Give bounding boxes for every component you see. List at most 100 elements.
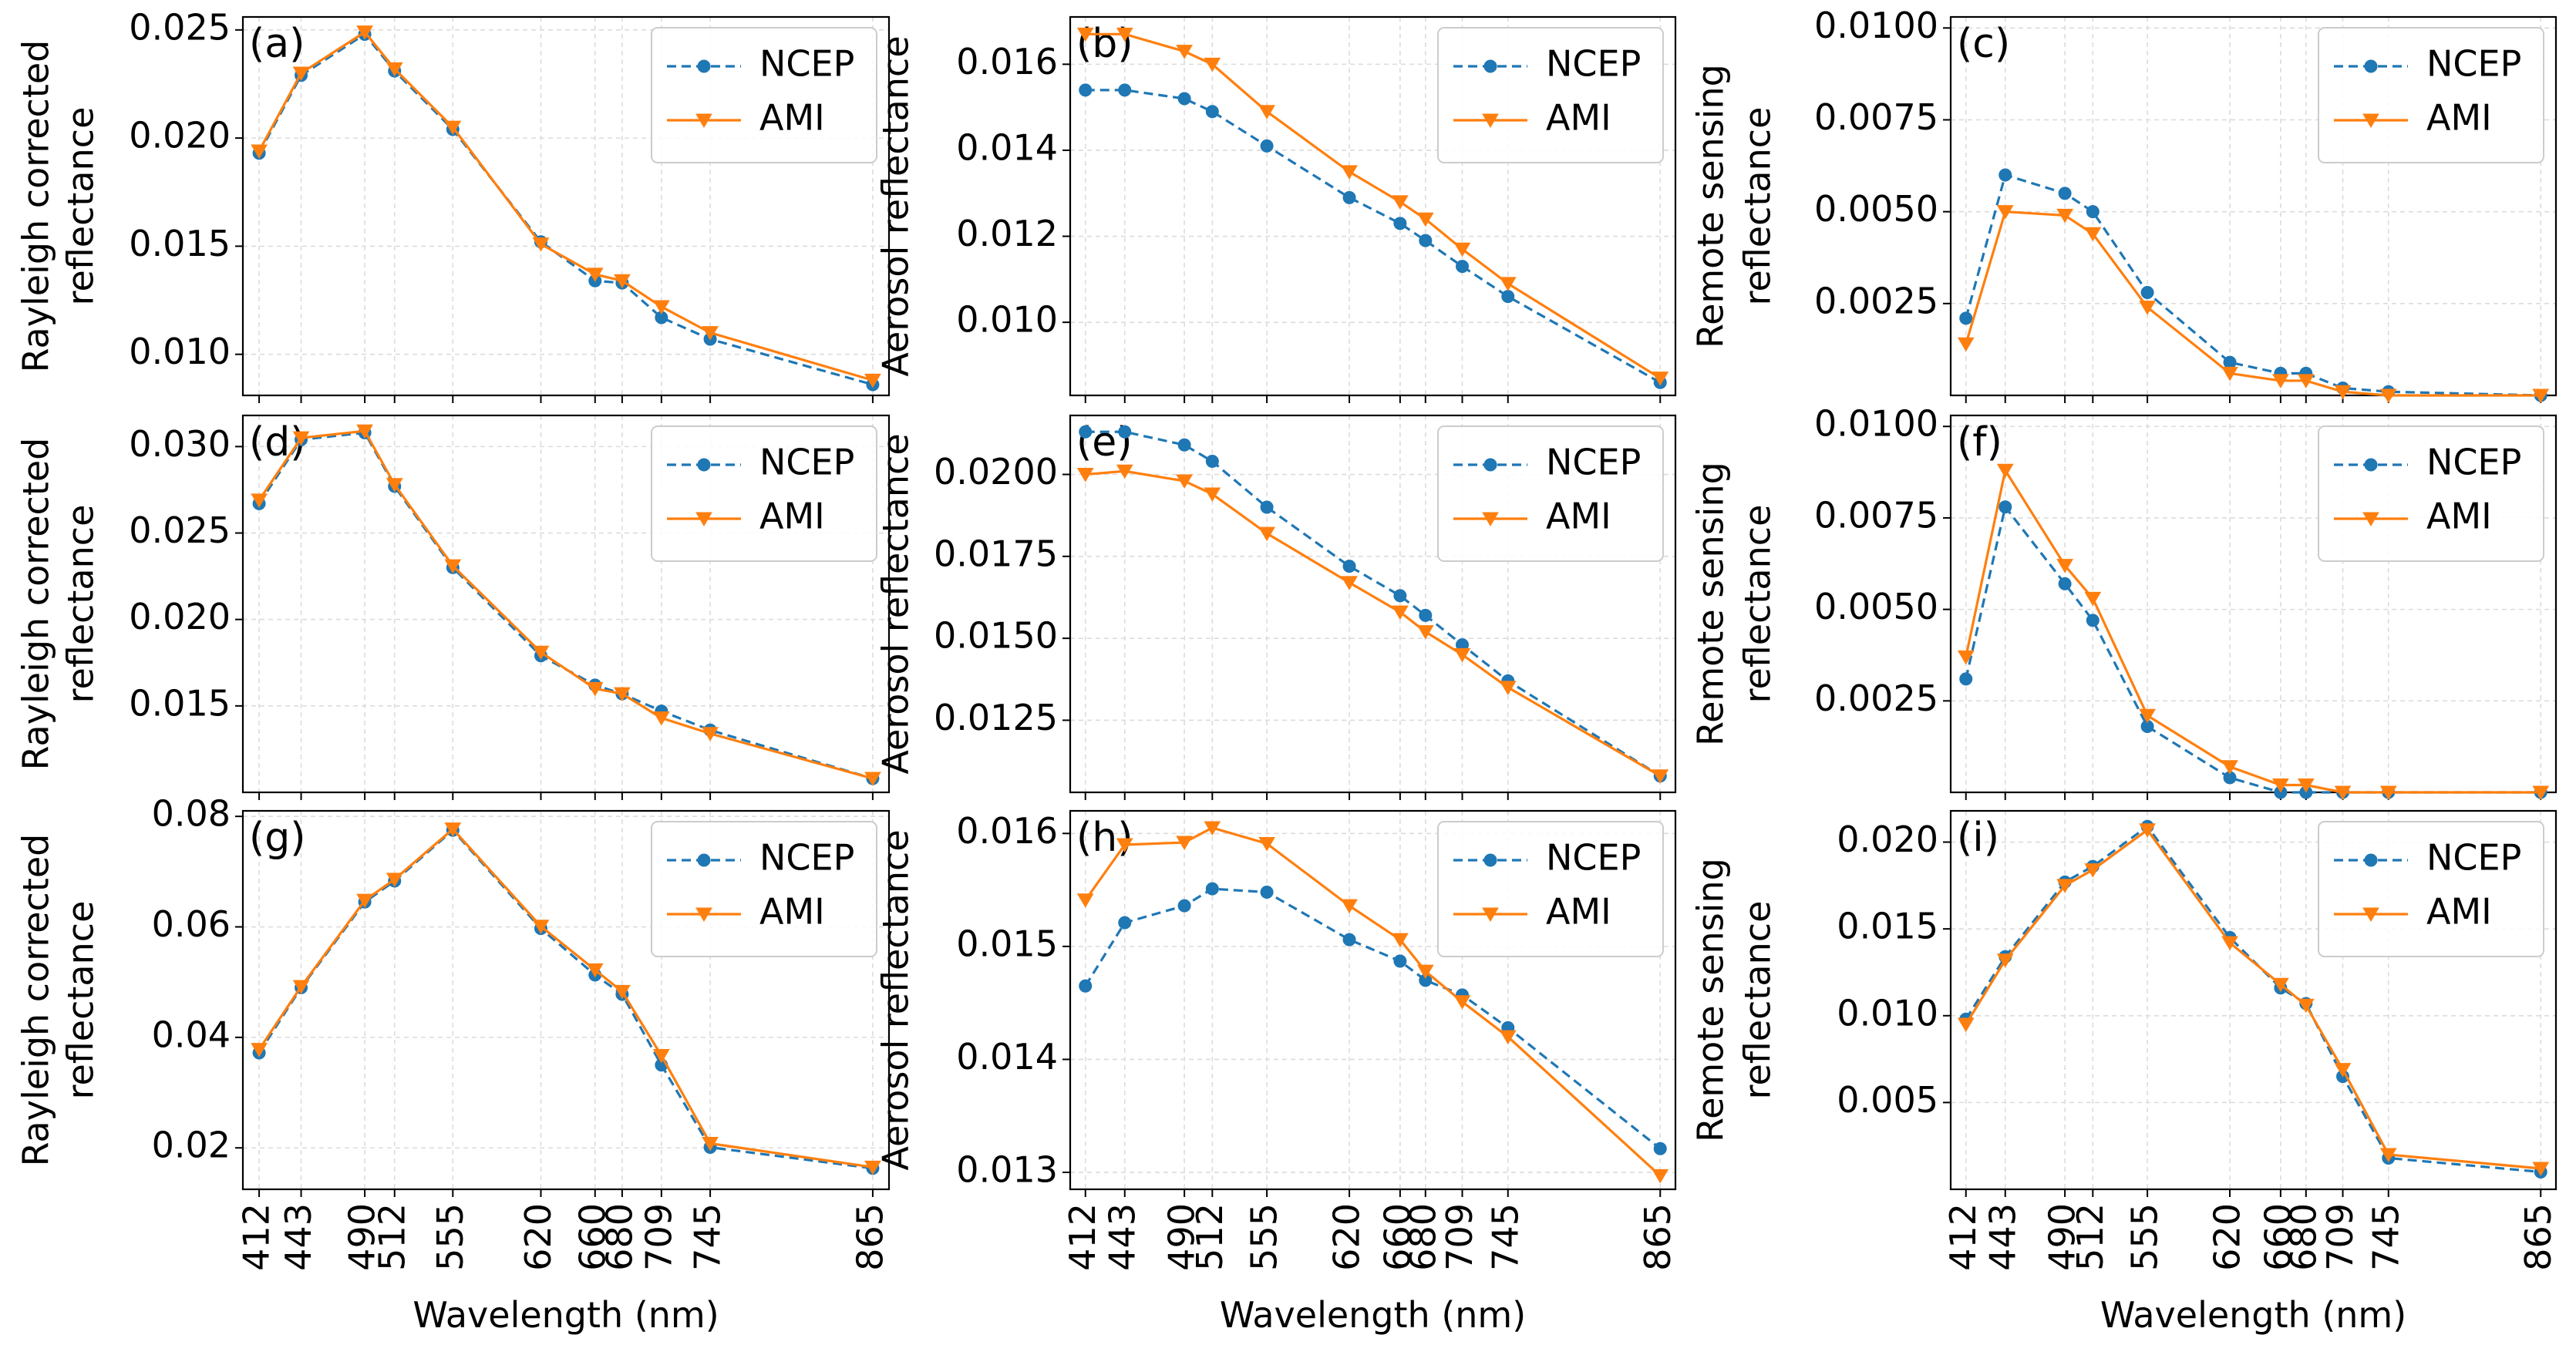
y-tick-label: 0.020	[1837, 819, 1938, 860]
y-tick-label: 0.0075	[1814, 96, 1938, 138]
legend: NCEP AMI	[2318, 821, 2544, 957]
y-tick-label: 0.0050	[1814, 586, 1938, 627]
data-point-ncep	[1959, 672, 1973, 686]
y-axis-title: reflectance	[1737, 505, 1779, 704]
panel-label: (h)	[1076, 815, 1133, 861]
data-point-ncep	[1260, 139, 1274, 153]
data-point-ami	[2221, 760, 2238, 775]
y-tick-label: 0.015	[956, 923, 1058, 964]
data-point-ami	[2379, 388, 2397, 403]
series-ami	[251, 822, 881, 1175]
legend: NCEP AMI	[1437, 27, 1664, 163]
x-tick-label: 555	[2124, 1203, 2166, 1271]
x-tick-label: 709	[638, 1203, 679, 1271]
panel-label: (f)	[1957, 419, 2002, 466]
series-ncep	[1959, 168, 2547, 402]
data-point-ami	[1076, 893, 1094, 908]
legend-marker-ncep	[1483, 853, 1497, 867]
panel-label: (a)	[249, 21, 305, 67]
legend-label-ami: AMI	[759, 891, 825, 933]
data-point-ami	[1204, 57, 1221, 72]
y-tick-label: 0.0050	[1814, 188, 1938, 230]
y-tick-label: 0.020	[129, 115, 231, 156]
data-point-ami	[1453, 647, 1471, 663]
data-point-ami	[1453, 995, 1471, 1010]
data-point-ami	[356, 25, 373, 40]
legend-marker-ami	[2362, 512, 2379, 526]
data-point-ami	[532, 645, 550, 661]
data-point-ncep	[1419, 234, 1433, 247]
data-point-ncep	[1260, 886, 1274, 899]
data-point-ami	[292, 980, 310, 994]
series-ami	[1076, 27, 1669, 386]
data-point-ncep	[1118, 83, 1132, 97]
data-point-ami	[614, 274, 631, 289]
data-point-ami	[532, 920, 550, 934]
panel-c: 0.0025 0.0050 0.0075 0.0100 Remote sensing re…	[1690, 5, 2557, 403]
panel-a: 0.010 0.015 0.020 0.025 Rayleigh corrected re…	[15, 6, 891, 403]
y-tick-label: 0.0100	[1814, 5, 1938, 46]
series-ami	[251, 25, 881, 388]
data-point-ami	[356, 893, 373, 909]
y-tick-label: 0.06	[152, 903, 231, 945]
x-tick-label: 443	[1982, 1203, 2023, 1271]
data-point-ncep	[1079, 425, 1093, 439]
data-point-ncep	[2223, 355, 2237, 369]
x-tick-label: 620	[517, 1203, 559, 1271]
legend-marker-ncep	[2364, 458, 2378, 472]
x-tick-label: 412	[1942, 1203, 1984, 1271]
x-tick-label: 745	[2365, 1203, 2406, 1271]
axes-frame	[1069, 15, 1677, 397]
legend: NCEP AMI	[1437, 425, 1664, 562]
legend-marker-ncep	[2364, 853, 2378, 867]
data-point-ncep	[1393, 217, 1407, 230]
data-point-ami	[702, 1137, 719, 1152]
legend-label-ncep: NCEP	[1546, 837, 1641, 879]
x-tick-label: 412	[1062, 1203, 1103, 1271]
legend-marker-ncep	[697, 59, 711, 73]
y-tick-label: 0.0075	[1814, 494, 1938, 536]
axes-frame	[1949, 15, 2557, 397]
data-point-ncep	[1260, 500, 1274, 514]
y-tick-label: 0.0200	[934, 451, 1058, 493]
data-point-ncep	[1342, 190, 1356, 204]
y-axis-title: Aerosol reflectance	[875, 829, 917, 1170]
data-point-ami	[1341, 899, 1358, 914]
series-line-ncep	[1085, 89, 1662, 384]
x-tick-label: 745	[1484, 1203, 1526, 1271]
data-point-ami	[1258, 526, 1275, 542]
data-point-ami	[2084, 863, 2102, 878]
y-axis-title: Remote sensing	[1690, 64, 1732, 348]
data-point-ami	[2084, 227, 2102, 242]
data-point-ami	[2221, 366, 2238, 382]
data-point-ami	[251, 493, 268, 508]
y-axis-title: Aerosol reflectance	[875, 433, 917, 774]
data-point-ncep	[1118, 425, 1132, 439]
data-point-ncep	[1419, 608, 1433, 622]
data-point-ncep	[2058, 577, 2072, 590]
y-tick-label: 0.0025	[1814, 678, 1938, 719]
data-point-ami	[2297, 374, 2315, 388]
data-point-ami	[1957, 650, 1975, 665]
data-point-ami	[2272, 977, 2289, 993]
x-tick-label: 443	[278, 1203, 319, 1271]
x-tick-label: 620	[2207, 1203, 2248, 1271]
y-tick-label: 0.025	[129, 509, 231, 551]
legend-label-ami: AMI	[1546, 891, 1611, 933]
panel-label: (g)	[249, 815, 306, 861]
data-point-ami	[1499, 277, 1517, 291]
data-point-ami	[2532, 785, 2550, 800]
series-ami	[1076, 821, 1669, 1184]
legend: NCEP AMI	[651, 425, 877, 562]
legend-label-ncep: NCEP	[759, 43, 854, 85]
axes-frame	[1949, 414, 2557, 794]
data-point-ncep	[1393, 589, 1407, 603]
data-point-ami	[356, 424, 373, 439]
series-ncep	[1079, 425, 1667, 783]
data-point-ami	[864, 373, 881, 388]
data-point-ami	[864, 772, 881, 787]
